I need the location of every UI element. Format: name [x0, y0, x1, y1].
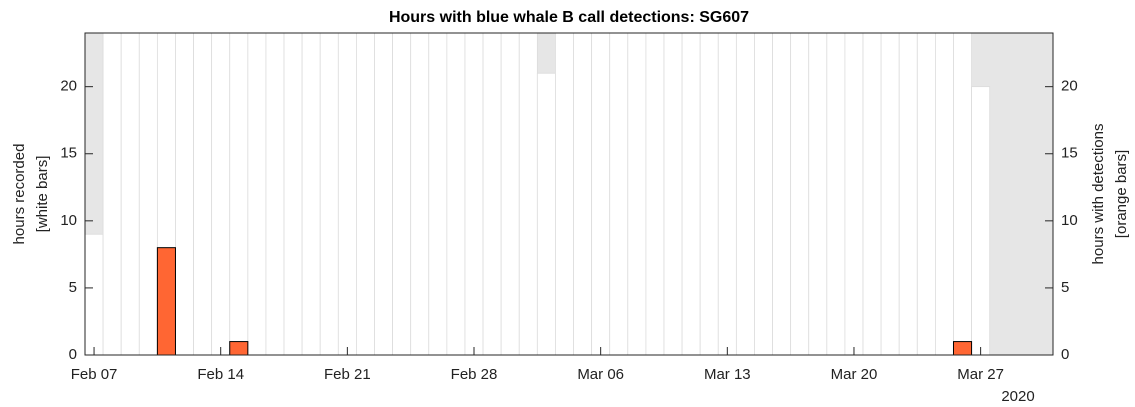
recorded-bar: [699, 32, 719, 356]
x-tick-label: Mar 27: [957, 366, 1004, 383]
y2-tick-label: 15: [1061, 145, 1078, 162]
recorded-bar: [627, 32, 647, 356]
recorded-bar: [392, 32, 412, 356]
recorded-bar: [500, 32, 520, 356]
plot-frame: [84, 32, 1054, 356]
recorded-bar: [880, 32, 900, 356]
recorded-bar: [301, 32, 321, 356]
recorded-bar: [663, 32, 683, 356]
recorded-bar: [265, 32, 285, 356]
recorded-bar: [193, 32, 213, 356]
chart-title: Hours with blue whale B call detections:…: [389, 9, 749, 26]
y2-tick-label: 20: [1061, 78, 1078, 95]
recorded-bar: [536, 72, 556, 356]
x-tick-label: Mar 13: [704, 366, 751, 383]
recorded-bar: [808, 32, 828, 356]
recorded-bar: [934, 32, 954, 356]
recorded-bar: [573, 32, 593, 356]
x-tick-label: Mar 06: [577, 366, 624, 383]
recorded-bar: [428, 32, 448, 356]
recorded-bar: [971, 86, 991, 356]
detection-bar: [156, 247, 176, 356]
recorded-bar: [356, 32, 375, 356]
y2-axis-label: hours with detections: [1090, 124, 1107, 265]
recorded-bar: [790, 32, 810, 356]
recorded-bar: [754, 32, 773, 356]
recorded-bar: [645, 32, 665, 356]
y-axis-label: hours recorded: [11, 144, 28, 245]
y-tick-label: 15: [60, 145, 77, 162]
recorded-bar: [211, 32, 231, 356]
recorded-bar: [446, 32, 466, 356]
recorded-bar: [772, 32, 792, 356]
recorded-bar: [229, 32, 249, 356]
y-tick-label: 5: [69, 279, 77, 296]
y2-tick-label: 0: [1061, 346, 1069, 363]
x-tick-label: Feb 14: [197, 366, 244, 383]
recorded-bar: [319, 32, 339, 356]
recorded-bar: [953, 32, 972, 356]
recorded-bar: [120, 32, 140, 356]
recorded-bar: [175, 32, 194, 356]
recorded-bar: [138, 32, 158, 356]
y2-axis-label: [orange bars]: [1113, 150, 1130, 238]
recorded-bar: [862, 32, 882, 356]
recorded-bar: [555, 32, 574, 356]
x-tick-label: Feb 07: [71, 366, 118, 383]
recorded-bar: [482, 32, 502, 356]
recorded-bar: [283, 32, 303, 356]
recorded-bar: [84, 233, 104, 356]
detection-bar: [952, 341, 973, 356]
detection-bar: [229, 341, 249, 356]
recorded-bar: [591, 32, 611, 356]
recorded-bar: [464, 32, 484, 356]
y2-tick-label: 5: [1061, 279, 1069, 296]
recorded-bar: [681, 32, 701, 356]
y-axis-label: [white bars]: [34, 156, 51, 233]
recorded-bar: [826, 32, 846, 356]
recorded-bar: [518, 32, 538, 356]
recorded-bar: [844, 32, 864, 356]
recorded-bar: [374, 32, 393, 356]
recorded-bar: [410, 32, 430, 356]
recorded-bar: [609, 32, 629, 356]
recorded-bar: [735, 32, 755, 356]
x-year-label: 2020: [1001, 388, 1034, 405]
x-tick-label: Feb 28: [451, 366, 498, 383]
recorded-bar: [337, 32, 357, 356]
recorded-bar: [916, 32, 936, 356]
y-tick-label: 10: [60, 212, 77, 229]
recorded-bar: [898, 32, 918, 356]
recorded-bar: [102, 32, 122, 356]
recorded-bar: [247, 32, 267, 356]
y2-tick-label: 10: [1061, 212, 1078, 229]
y-tick-label: 20: [60, 78, 77, 95]
y-tick-label: 0: [69, 346, 77, 363]
recorded-bar: [717, 32, 737, 356]
x-tick-label: Feb 21: [324, 366, 371, 383]
x-tick-label: Mar 20: [831, 366, 878, 383]
